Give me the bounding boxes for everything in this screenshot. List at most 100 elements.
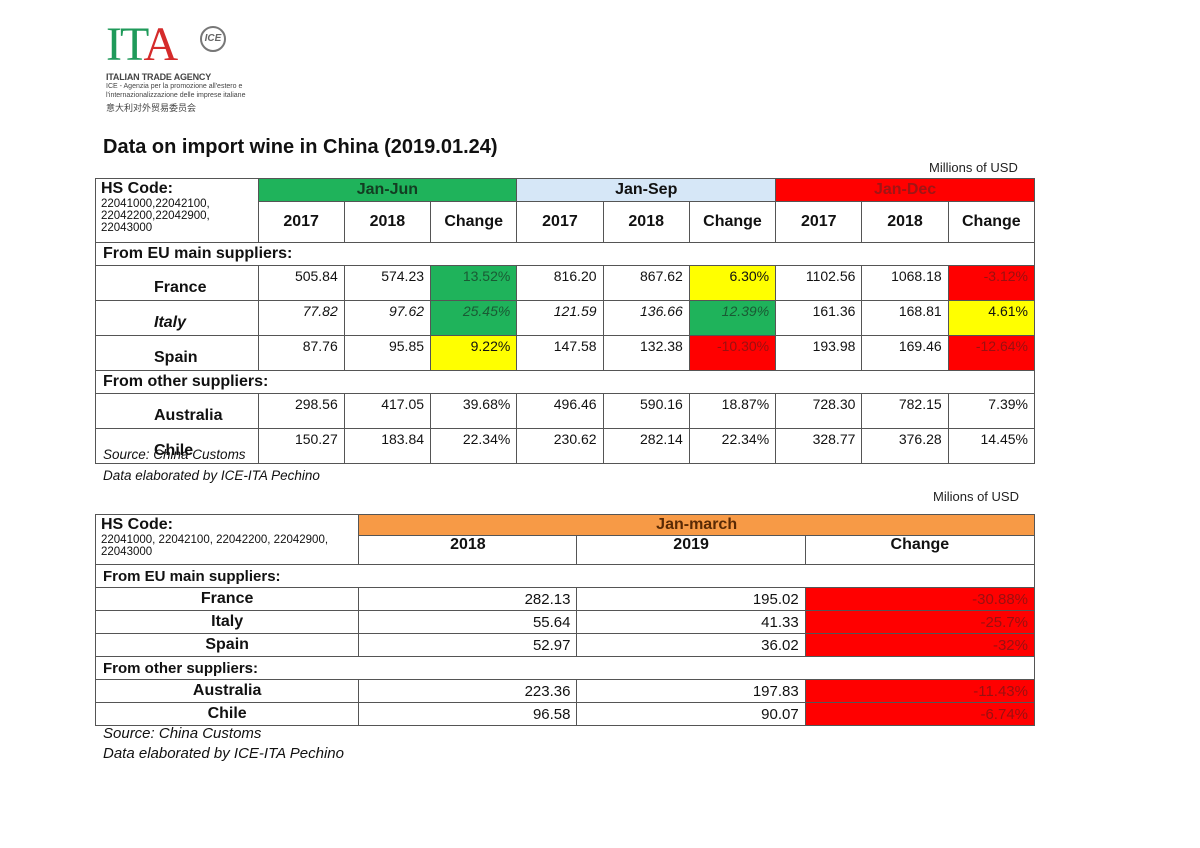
value-cell: 782.15: [861, 393, 949, 429]
country-cell: Spain: [95, 335, 259, 371]
logo-letters: ITA: [106, 18, 178, 71]
country-cell: Italy: [95, 300, 259, 336]
change-cell: -32%: [804, 633, 1036, 657]
value-cell: 150.27: [257, 428, 345, 464]
section-eu-suppliers: From EU main suppliers:: [95, 564, 1035, 588]
value-cell: 136.66: [602, 300, 690, 336]
period-header-jan-dec: Jan-Dec: [775, 178, 1035, 202]
table-row: Italy 77.82 97.62 25.45% 121.59 136.66 1…: [95, 300, 1036, 336]
table-row: Australia 223.36 197.83 -11.43%: [94, 679, 1036, 703]
col-header: Change: [804, 535, 1036, 565]
change-cell: 22.34%: [688, 428, 777, 464]
hs-code-cell: HS Code: 22041000,22042100, 22042200,220…: [95, 178, 259, 243]
country-cell: Italy: [94, 610, 360, 634]
table-row: Chile 96.58 90.07 -6.74%: [94, 702, 1036, 726]
section-eu-suppliers: From EU main suppliers:: [95, 242, 1035, 266]
value-cell: 328.77: [775, 428, 863, 464]
value-cell: 1068.18: [861, 265, 949, 301]
change-cell: 9.22%: [430, 335, 518, 371]
hs-code-label: HS Code:: [101, 516, 173, 533]
value-cell: 1102.56: [775, 265, 863, 301]
change-cell: -11.43%: [804, 679, 1036, 703]
change-cell: 13.52%: [430, 265, 518, 301]
change-cell: 6.30%: [688, 265, 777, 301]
value-cell: 161.36: [775, 300, 863, 336]
value-cell: 97.62: [343, 300, 432, 336]
change-cell: -10.30%: [688, 335, 777, 371]
value-cell: 183.84: [343, 428, 432, 464]
table-row: Italy 55.64 41.33 -25.7%: [94, 610, 1036, 634]
value-cell: 223.36: [358, 679, 578, 703]
value-cell: 168.81: [861, 300, 949, 336]
table-row: Spain 87.76 95.85 9.22% 147.58 132.38 -1…: [95, 335, 1036, 371]
col-header: Change: [947, 201, 1036, 243]
value-cell: 52.97: [358, 633, 578, 657]
value-cell: 505.84: [257, 265, 345, 301]
value-cell: 590.16: [602, 393, 690, 429]
ita-logo: ITA ICE ITALIAN TRADE AGENCY ICE - Agenz…: [106, 21, 296, 114]
col-header: Change: [430, 201, 518, 243]
country-cell: Chile: [94, 702, 360, 726]
change-cell: 25.45%: [430, 300, 518, 336]
table1-elaborated: Data elaborated by ICE-ITA Pechino: [103, 468, 320, 483]
change-cell: 4.61%: [947, 300, 1036, 336]
value-cell: 282.14: [602, 428, 690, 464]
table-2019-jan-march: HS Code: 22041000, 22042100, 22042200, 2…: [94, 514, 1036, 726]
hs-code-label: HS Code:: [101, 180, 173, 197]
change-cell: -6.74%: [804, 702, 1036, 726]
change-cell: 7.39%: [947, 393, 1036, 429]
value-cell: 77.82: [257, 300, 345, 336]
value-cell: 282.13: [358, 587, 578, 611]
col-header: 2018: [343, 201, 432, 243]
change-cell: 12.39%: [688, 300, 777, 336]
col-header: 2018: [861, 201, 949, 243]
value-cell: 193.98: [775, 335, 863, 371]
value-cell: 147.58: [516, 335, 604, 371]
col-header: 2017: [516, 201, 604, 243]
col-header: 2017: [257, 201, 345, 243]
value-cell: 96.58: [358, 702, 578, 726]
value-cell: 496.46: [516, 393, 604, 429]
value-cell: 728.30: [775, 393, 863, 429]
hs-code-cell: HS Code: 22041000, 22042100, 22042200, 2…: [94, 514, 360, 565]
country-cell: France: [95, 265, 259, 301]
col-header: 2019: [576, 535, 806, 565]
value-cell: 90.07: [576, 702, 806, 726]
value-cell: 36.02: [576, 633, 806, 657]
table1-source: Source: China Customs: [103, 447, 246, 462]
table2-source: Source: China Customs: [103, 725, 262, 742]
table-row: Australia 298.56 417.05 39.68% 496.46 59…: [95, 393, 1036, 429]
country-cell: Chile: [95, 428, 259, 464]
hs-code-values: 22041000,22042100, 22042200,22042900, 22…: [101, 198, 210, 234]
value-cell: 816.20: [516, 265, 604, 301]
change-cell: 14.45%: [947, 428, 1036, 464]
col-header: 2018: [602, 201, 690, 243]
change-cell: -12.64%: [947, 335, 1036, 371]
value-cell: 417.05: [343, 393, 432, 429]
col-header: Change: [688, 201, 777, 243]
period-header-jan-sep: Jan-Sep: [516, 178, 777, 202]
period-header-jan-jun: Jan-Jun: [257, 178, 518, 202]
change-cell: -3.12%: [947, 265, 1036, 301]
value-cell: 55.64: [358, 610, 578, 634]
table2-elaborated: Data elaborated by ICE-ITA Pechino: [103, 745, 344, 762]
value-cell: 41.33: [576, 610, 806, 634]
section-other-suppliers: From other suppliers:: [95, 370, 1035, 394]
period-header-jan-march: Jan-march: [358, 514, 1035, 536]
agency-name: ITALIAN TRADE AGENCY: [106, 72, 211, 82]
table2-unit: Milions of USD: [933, 489, 1019, 504]
country-cell: France: [94, 587, 360, 611]
table-row: Spain 52.97 36.02 -32%: [94, 633, 1036, 657]
table-2018-periods: HS Code: 22041000,22042100, 22042200,220…: [95, 178, 1036, 464]
value-cell: 230.62: [516, 428, 604, 464]
value-cell: 132.38: [602, 335, 690, 371]
col-header: 2017: [775, 201, 863, 243]
change-cell: -25.7%: [804, 610, 1036, 634]
change-cell: -30.88%: [804, 587, 1036, 611]
agency-line-1: ICE - Agenzia per la promozione all'este…: [106, 83, 243, 90]
logo-mark: ITA ICE: [106, 21, 296, 69]
agency-chinese-name: 意大利对外贸易委员会: [106, 103, 197, 113]
change-cell: 18.87%: [688, 393, 777, 429]
value-cell: 867.62: [602, 265, 690, 301]
value-cell: 195.02: [576, 587, 806, 611]
